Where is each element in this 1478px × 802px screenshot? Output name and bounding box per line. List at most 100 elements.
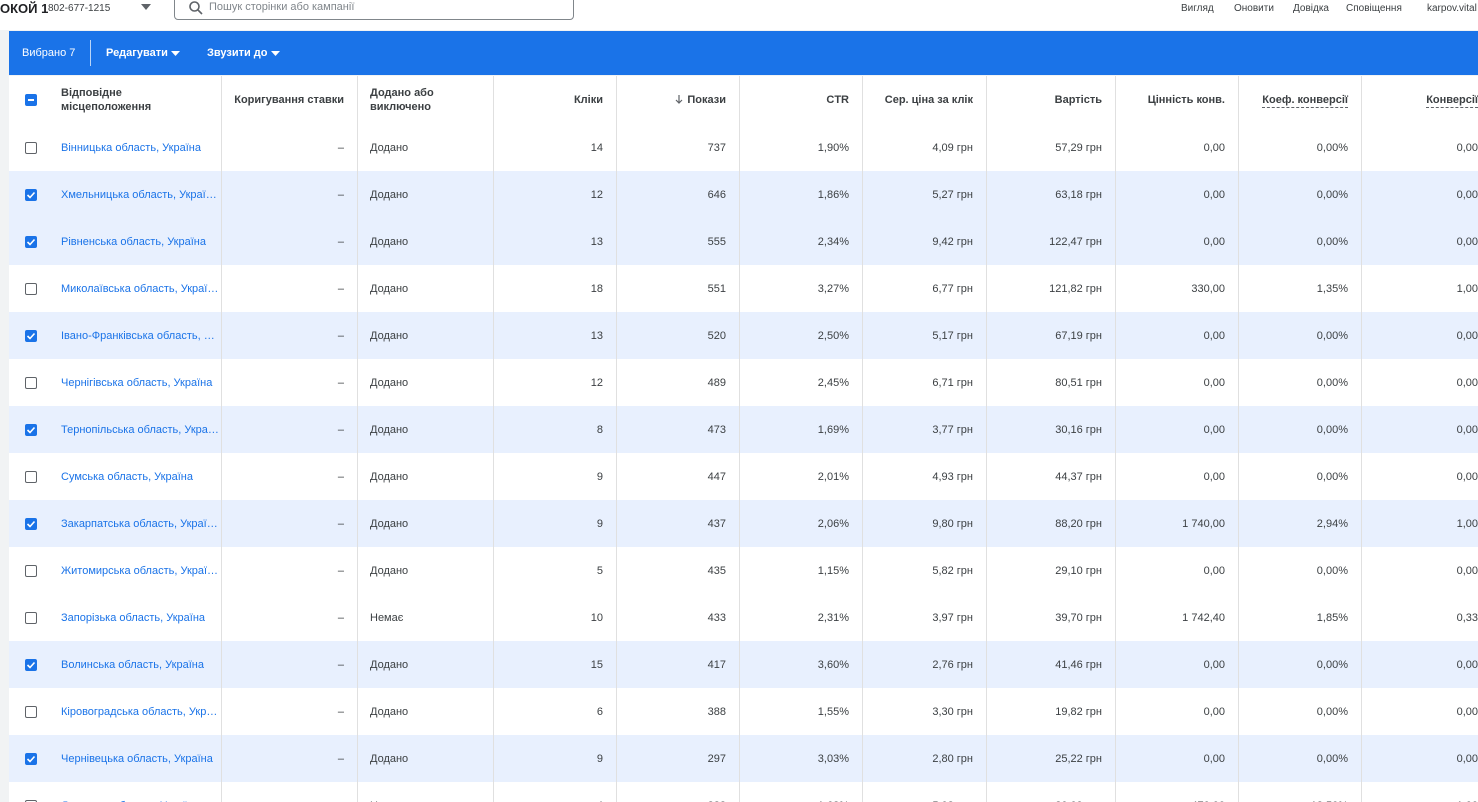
row-checkbox[interactable] [25,611,37,624]
table-cell: 555 [707,235,726,248]
table-cell: 57,29 грн [1055,141,1102,154]
table-cell: 122,47 грн [1049,235,1102,248]
location-link[interactable]: Рівненська область, Україна [61,235,206,248]
location-link[interactable]: Івано-Франківська область, … [61,329,215,342]
column-header[interactable]: Відповідне місцеположення [48,76,221,124]
location-link[interactable]: Чернівецька область, Україна [61,752,213,765]
top-link[interactable]: karpov.vital [1427,3,1477,14]
column-header[interactable]: Конверсії [1361,76,1478,124]
location-link[interactable]: Тернопільська область, Укра… [61,423,219,436]
table-cell: Додано [370,141,409,154]
table-cell: 0,00% [1316,564,1348,577]
table-cell: Додано [370,752,409,765]
edit-menu[interactable]: Редагувати [106,47,180,59]
table-cell: 2,76 грн [932,658,973,671]
table-cell: 435 [707,564,726,577]
table-cell: 1,00 [1456,282,1478,295]
table-cell: 2,31% [817,611,849,624]
check-mark [26,238,36,246]
search-box[interactable]: Пошук сторінки або кампанії [174,0,574,20]
table-cell: 3,60% [817,658,849,671]
table-row [9,735,1478,782]
column-header[interactable]: CTR [739,76,862,124]
table-cell: Немає [357,782,493,802]
row-checkbox[interactable] [25,423,37,436]
location-link[interactable]: Хмельницька область, Украї… [61,188,217,201]
table-cell: 330,00 [1191,282,1225,295]
location-link[interactable]: Житомирська область, Украї… [61,564,219,577]
column-divider [862,76,863,802]
column-header[interactable]: Коеф. конверсії [1238,76,1361,124]
column-divider [616,76,617,802]
check-mark [26,191,36,199]
location-link[interactable]: Сумська область, Україна [61,470,193,483]
row-checkbox[interactable] [25,188,37,201]
table-cell: 388 [707,705,726,718]
top-link[interactable]: Довідка [1293,3,1329,14]
location-link[interactable]: Вінницька область, Україна [61,141,201,154]
column-header[interactable]: Кліки [493,76,616,124]
table-cell: Додано [370,658,409,671]
row-checkbox[interactable] [25,376,37,389]
column-divider [221,76,222,802]
column-header-text: Коеф. конверсії [1262,93,1348,108]
row-checkbox[interactable] [25,564,37,577]
selected-count: Вибрано 7 [22,47,76,59]
table-cell: 8 [596,423,603,436]
table-cell: Додано [370,188,409,201]
select-all-checkbox[interactable] [25,94,37,106]
row-checkbox[interactable] [25,517,37,530]
row-checkbox[interactable] [25,799,37,802]
location-link[interactable]: Волинська область, Україна [61,658,204,671]
account-phone: 802-677-1215 [48,3,111,14]
location-link[interactable]: Миколаївська область, Украї… [61,282,219,295]
location-link[interactable]: Закарпатська область, Украї… [61,517,218,530]
location-link[interactable]: Кіровоградська область, Укр… [61,705,218,718]
table-cell: 0,00% [1316,188,1348,201]
account-name[interactable]: ОКОЙ 1 [0,1,49,16]
column-header[interactable]: Коригування ставки [221,76,357,124]
table-cell: 2,94% [1316,517,1348,530]
location-link[interactable]: Донецька область, Україна [48,782,221,802]
check-mark [26,332,36,340]
column-header[interactable]: Сер. ціна за клік [862,76,986,124]
table-cell: 0,00% [1316,470,1348,483]
table-cell: 6 [596,705,603,718]
column-divider [1115,76,1116,802]
column-header[interactable]: Покази [616,76,739,124]
table-cell: 30,16 грн [1055,423,1102,436]
row-checkbox[interactable] [25,329,37,342]
table-cell: – [337,282,344,295]
column-header[interactable]: Вартість [986,76,1115,124]
table-cell: – [337,611,344,624]
table-cell: 0,00 [1456,752,1478,765]
table-cell: Додано [370,517,409,530]
divider [90,40,91,66]
row-checkbox[interactable] [25,658,37,671]
table-cell: 520 [707,329,726,342]
narrow-menu[interactable]: Звузити до [207,47,280,59]
row-checkbox[interactable] [25,282,37,295]
row-checkbox[interactable] [25,752,37,765]
table-row [9,453,1478,500]
table-row [9,124,1478,171]
row-checkbox[interactable] [25,470,37,483]
location-link[interactable]: Чернігівська область, Україна [61,376,213,389]
top-link[interactable]: Оновити [1234,3,1274,14]
row-checkbox[interactable] [25,235,37,248]
table-cell: 4,09 грн [932,141,973,154]
top-link[interactable]: Сповіщення [1346,3,1402,14]
dropdown-icon[interactable] [141,4,151,10]
table-cell: 0,00 [1456,705,1478,718]
top-link[interactable]: Вигляд [1181,3,1214,14]
table-cell: 473 [707,423,726,436]
location-link[interactable]: Запорізька область, Україна [61,611,206,624]
table-cell: Додано [370,423,409,436]
row-checkbox[interactable] [25,141,37,154]
search-icon [189,1,203,15]
row-checkbox[interactable] [25,705,37,718]
table-row [9,547,1478,594]
column-header[interactable]: Цінність конв. [1115,76,1238,124]
column-header-text: Сер. ціна за клік [884,94,973,106]
column-header[interactable]: Додано або виключено [357,76,493,124]
